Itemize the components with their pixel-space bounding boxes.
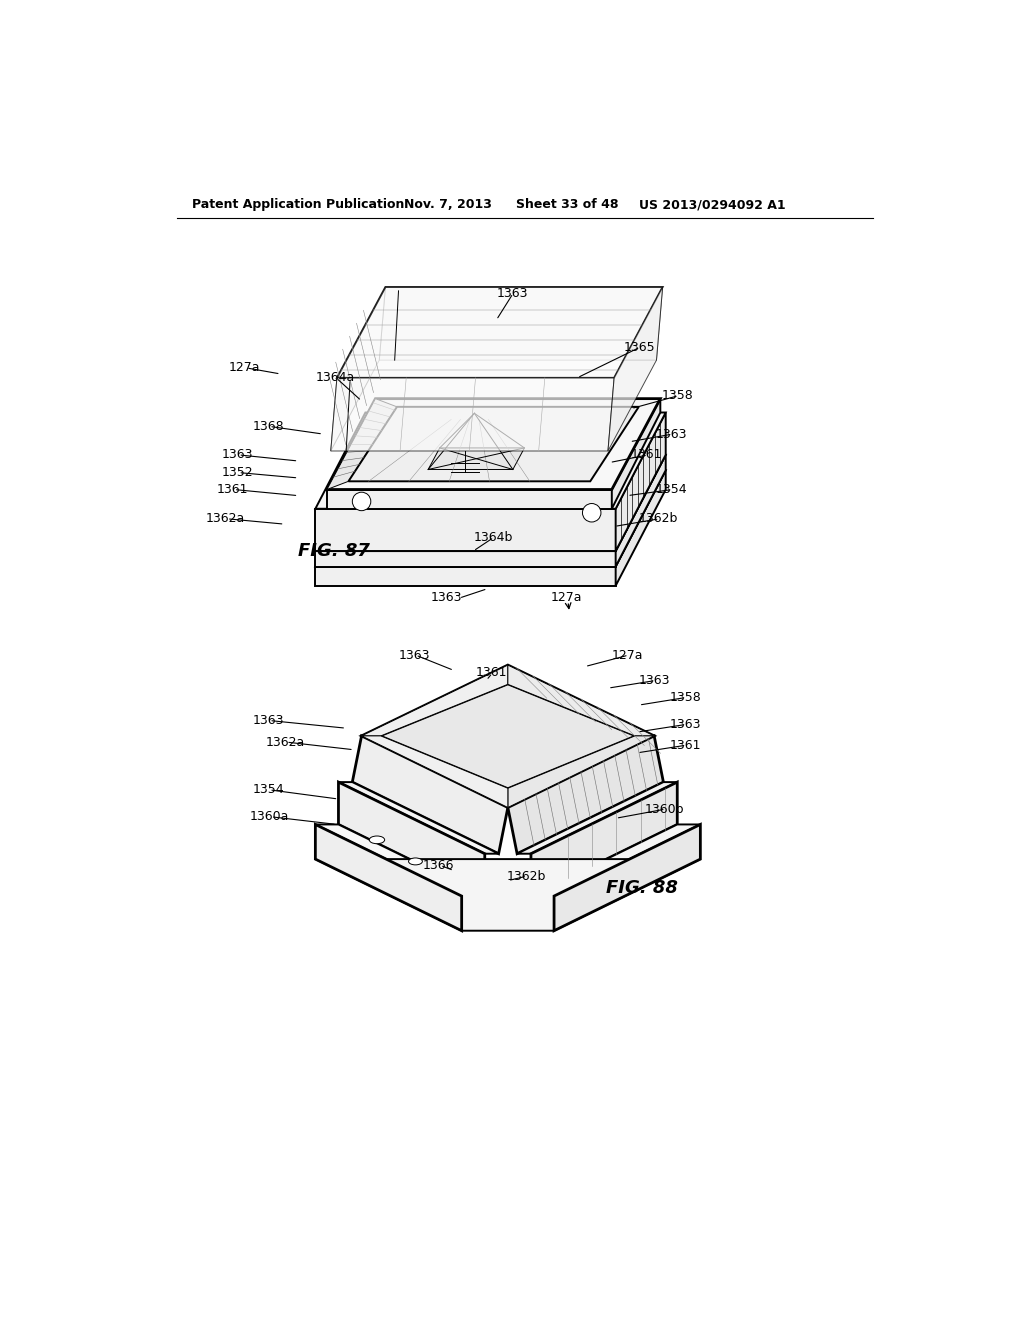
Polygon shape — [361, 665, 654, 808]
Polygon shape — [381, 684, 635, 788]
Text: 127a: 127a — [550, 591, 582, 603]
Polygon shape — [428, 447, 524, 470]
Polygon shape — [315, 470, 666, 566]
Text: 1360b: 1360b — [645, 803, 684, 816]
Polygon shape — [315, 825, 462, 931]
Polygon shape — [531, 781, 677, 896]
Polygon shape — [517, 781, 677, 854]
Text: 1360a: 1360a — [250, 810, 290, 824]
Polygon shape — [361, 665, 508, 737]
Text: 1363: 1363 — [431, 591, 463, 603]
Text: 1358: 1358 — [662, 389, 693, 403]
Polygon shape — [608, 286, 663, 451]
Text: 1361: 1361 — [670, 739, 701, 751]
Polygon shape — [615, 412, 666, 552]
Text: 127a: 127a — [229, 362, 261, 375]
Text: 1354: 1354 — [655, 483, 687, 496]
Text: 1364a: 1364a — [315, 371, 354, 384]
Text: 1366: 1366 — [423, 859, 455, 871]
Polygon shape — [348, 407, 639, 482]
Text: 1363: 1363 — [670, 718, 701, 731]
Polygon shape — [339, 781, 484, 896]
Polygon shape — [315, 508, 615, 552]
Polygon shape — [379, 286, 663, 360]
Text: Patent Application Publication: Patent Application Publication — [193, 198, 404, 211]
Text: 1363: 1363 — [655, 428, 687, 441]
Text: 1362b: 1362b — [506, 870, 546, 883]
Text: 1354: 1354 — [252, 783, 284, 796]
Polygon shape — [327, 399, 397, 490]
Text: 1361: 1361 — [475, 667, 507, 680]
Text: 1361: 1361 — [631, 449, 663, 462]
Polygon shape — [315, 552, 615, 566]
Text: 1363: 1363 — [497, 286, 527, 300]
Text: 1368: 1368 — [252, 420, 284, 433]
Polygon shape — [315, 566, 615, 586]
Polygon shape — [352, 737, 508, 854]
Polygon shape — [508, 665, 654, 737]
Text: 1363: 1363 — [221, 449, 253, 462]
Polygon shape — [327, 399, 660, 490]
Polygon shape — [315, 825, 484, 896]
Text: Nov. 7, 2013: Nov. 7, 2013 — [403, 198, 492, 211]
Polygon shape — [315, 455, 666, 552]
Text: US 2013/0294092 A1: US 2013/0294092 A1 — [639, 198, 785, 211]
Polygon shape — [611, 399, 660, 508]
Text: 1365: 1365 — [624, 341, 655, 354]
Polygon shape — [315, 859, 700, 931]
Polygon shape — [315, 412, 666, 508]
Polygon shape — [554, 825, 700, 931]
Polygon shape — [531, 825, 700, 896]
Text: 1362b: 1362b — [639, 512, 678, 525]
Polygon shape — [337, 286, 663, 378]
Polygon shape — [327, 490, 611, 508]
Text: 1362a: 1362a — [265, 735, 304, 748]
Polygon shape — [361, 737, 508, 808]
Ellipse shape — [370, 836, 385, 843]
Circle shape — [352, 492, 371, 511]
Text: FIG. 88: FIG. 88 — [606, 879, 678, 898]
Polygon shape — [508, 737, 664, 854]
Text: FIG. 87: FIG. 87 — [298, 543, 371, 560]
Polygon shape — [339, 781, 499, 854]
Text: Sheet 33 of 48: Sheet 33 of 48 — [515, 198, 618, 211]
Circle shape — [583, 503, 601, 521]
Polygon shape — [508, 737, 654, 808]
Polygon shape — [615, 455, 666, 566]
Text: 1364b: 1364b — [473, 531, 513, 544]
Polygon shape — [615, 470, 666, 586]
Text: 1358: 1358 — [670, 690, 701, 704]
Text: 1352: 1352 — [221, 466, 253, 479]
Polygon shape — [331, 286, 385, 451]
Polygon shape — [331, 378, 614, 451]
Text: 127a: 127a — [611, 648, 643, 661]
Text: 1361: 1361 — [217, 483, 248, 496]
Text: 1363: 1363 — [252, 714, 284, 727]
Ellipse shape — [409, 858, 422, 865]
Text: 1363: 1363 — [639, 675, 671, 686]
Text: 1363: 1363 — [398, 648, 430, 661]
Text: 1362a: 1362a — [206, 512, 246, 525]
